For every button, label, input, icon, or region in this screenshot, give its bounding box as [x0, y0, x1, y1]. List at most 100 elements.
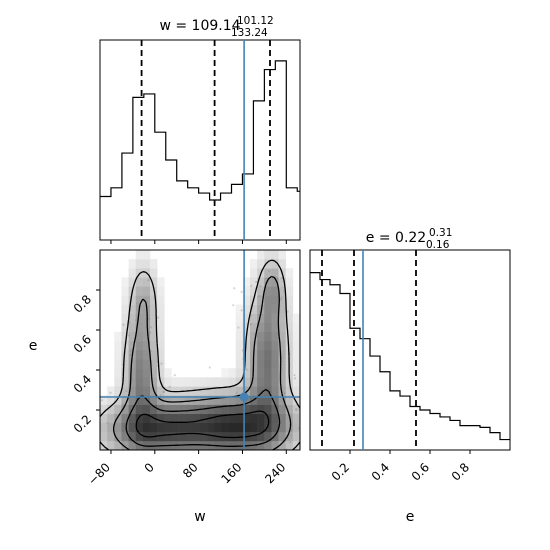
y-tick-label-e: 0.4: [71, 372, 94, 395]
density-cell: [257, 286, 265, 296]
density-cell: [200, 422, 208, 433]
density-cell: [135, 386, 144, 396]
density-cell: [257, 386, 265, 396]
density-cell: [114, 377, 122, 387]
sample-dot: [287, 437, 290, 440]
density-cell: [150, 377, 158, 387]
density-cell: [114, 350, 122, 360]
density-cell: [264, 440, 272, 451]
density-cell: [271, 331, 279, 342]
sample-dot: [144, 297, 147, 300]
density-cell: [242, 340, 251, 351]
density-cell: [135, 422, 144, 433]
density-cell: [264, 331, 272, 342]
w-e-2d-panel: [99, 249, 301, 451]
density-cell: [242, 377, 251, 387]
density-cell: [278, 431, 287, 442]
density-cell: [285, 395, 294, 405]
density-cell: [107, 440, 115, 451]
density-cell: [150, 277, 158, 287]
density-cell: [164, 395, 172, 405]
density-cell: [121, 322, 129, 333]
sample-dot: [109, 391, 112, 394]
density-cell: [128, 277, 137, 287]
density-cell: [264, 286, 272, 296]
density-cell: [285, 295, 294, 305]
density-cell: [142, 359, 151, 369]
density-cell: [264, 395, 272, 405]
density-cell: [264, 404, 272, 414]
density-cell: [271, 304, 279, 314]
density-cell: [114, 359, 122, 369]
density-cell: [250, 304, 258, 314]
density-cell: [150, 350, 158, 360]
density-cell: [121, 422, 129, 433]
density-cell: [164, 422, 172, 433]
density-cell: [257, 431, 265, 442]
density-cell: [257, 404, 265, 414]
density-cell: [128, 377, 137, 387]
density-cell: [107, 386, 115, 396]
density-cell: [214, 377, 222, 387]
density-cell: [128, 422, 137, 433]
density-cell: [278, 259, 287, 269]
e-hist-frame: [309, 249, 511, 451]
sample-dot: [233, 287, 236, 290]
density-cell: [114, 331, 122, 342]
density-cell: [264, 340, 272, 351]
density-cell: [164, 377, 172, 387]
density-cell: [292, 322, 301, 333]
density-cell: [135, 259, 144, 269]
w-title-param: w: [159, 18, 170, 34]
density-cell: [192, 386, 201, 396]
density-cell: [128, 386, 137, 396]
density-cell: [278, 413, 287, 424]
density-cell: [135, 413, 144, 424]
density-cell: [250, 413, 258, 424]
sample-dot: [279, 298, 282, 301]
w-title-plus: 101.12: [237, 15, 274, 27]
density-cell: [271, 259, 279, 269]
density-cell: [142, 259, 151, 269]
density-cell: [114, 413, 122, 424]
density-cell: [121, 431, 129, 442]
density-cell: [221, 395, 229, 405]
density-cell: [250, 313, 258, 324]
density-cell: [250, 404, 258, 414]
density-cell: [235, 395, 244, 405]
density-cell: [185, 413, 194, 424]
density-cell: [264, 350, 272, 360]
density-cell: [264, 313, 272, 324]
sample-dot: [293, 377, 297, 380]
sample-dot: [237, 326, 240, 329]
x-tick-label-w: 240: [262, 460, 288, 486]
y-tick-label-e: 0.6: [71, 332, 94, 355]
density-cell: [157, 277, 165, 287]
density-cell: [135, 440, 144, 451]
sample-dot: [249, 323, 253, 326]
density-cell: [271, 359, 279, 369]
density-cell: [264, 295, 272, 305]
density-cell: [235, 359, 244, 369]
density-cell: [121, 286, 129, 296]
density-cell: [271, 386, 279, 396]
density-cell: [278, 250, 287, 260]
density-cell: [128, 304, 137, 314]
density-cell: [242, 413, 251, 424]
density-cell: [264, 277, 272, 287]
truth-point-2d: [239, 392, 249, 402]
density-cell: [250, 431, 258, 442]
density-cell: [285, 286, 294, 296]
density-cell: [235, 368, 244, 378]
density-cell: [257, 422, 265, 433]
density-cell: [235, 313, 244, 324]
density-cell: [150, 404, 158, 414]
density-cell: [135, 368, 144, 378]
sample-dot: [293, 374, 296, 377]
density-cell: [235, 386, 244, 396]
density-cell: [135, 395, 144, 405]
density-cell: [214, 404, 222, 414]
sample-dot: [148, 317, 151, 320]
density-cell: [121, 440, 129, 451]
density-cell: [128, 268, 137, 278]
